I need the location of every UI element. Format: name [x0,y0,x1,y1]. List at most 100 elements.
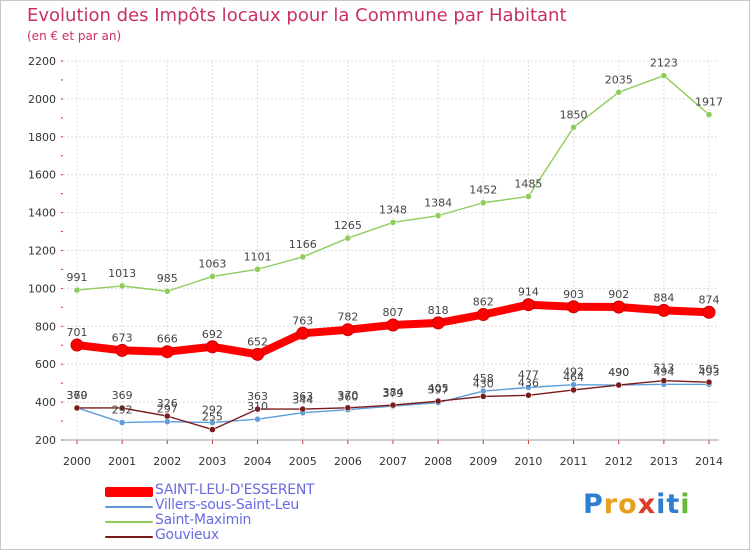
data-point [702,305,716,319]
data-point [160,345,174,359]
data-label: 1013 [108,267,136,280]
data-point [209,426,216,433]
data-point [660,72,668,79]
data-point [118,419,126,426]
x-tick-label: 2002 [153,455,181,468]
data-point [615,89,622,96]
data-label: 1063 [198,257,226,270]
data-point [525,384,532,391]
data-label: 360 [337,391,358,404]
data-label: 701 [67,326,88,339]
data-point [389,219,397,226]
data-label: 2035 [605,73,633,86]
data-point [344,234,352,242]
data-label: 1348 [379,203,407,216]
data-point [164,412,171,420]
data-label: 666 [157,333,178,346]
x-tick-label: 2013 [650,455,678,468]
data-label: 458 [473,372,494,385]
data-label: 673 [112,331,133,344]
x-tick-label: 2005 [289,455,317,468]
data-label: 692 [202,328,223,341]
data-point [344,404,352,412]
proxiti-logo: Proxiti [583,489,691,520]
data-label: 405 [428,382,449,395]
data-label: 490 [608,366,629,379]
data-label: 292 [112,404,133,417]
data-point [118,404,126,412]
data-point [254,415,261,423]
y-tick-label: 2000 [28,93,56,106]
data-label: 430 [473,377,494,390]
legend-swatch [105,506,153,508]
x-tick-label: 2003 [198,455,226,468]
data-label: 505 [699,363,720,376]
data-label: 903 [563,288,584,301]
data-point [73,286,81,294]
x-tick-label: 2001 [108,455,136,468]
y-tick-label: 1000 [28,282,56,295]
data-label: 490 [608,366,629,379]
data-label: 255 [202,411,223,424]
logo-letter: i [680,489,691,520]
data-label: 384 [383,386,404,399]
data-point [254,266,261,273]
x-tick-label: 2004 [244,455,272,468]
legend-label: Gouvieux [155,527,219,543]
data-label: 862 [473,296,494,309]
y-tick-label: 1800 [28,131,56,144]
y-tick-label: 1400 [28,207,56,220]
data-label: 477 [518,369,539,382]
data-point [296,326,310,340]
data-label: 1166 [289,238,317,251]
data-point [612,300,626,314]
data-label: 513 [653,362,674,375]
data-point [525,392,532,399]
data-point [205,340,219,354]
data-label: 818 [428,304,449,317]
data-point [570,124,577,131]
data-point [567,300,581,314]
data-label: 292 [202,404,223,417]
data-label: 344 [292,394,313,407]
chart-subtitle: (en € et par an) [27,29,122,43]
data-point [164,287,171,295]
data-label: 782 [337,311,358,324]
y-tick-label: 600 [35,358,56,371]
data-point [115,343,129,357]
data-point [521,298,535,312]
x-tick-label: 2008 [424,455,452,468]
data-point [705,111,713,118]
data-label: 436 [518,376,539,389]
data-label: 914 [518,286,539,299]
data-label: 1850 [560,108,588,121]
data-label: 884 [653,291,674,304]
data-label: 363 [247,390,268,403]
legend-label: Saint-Maximin [155,512,252,528]
data-point [209,273,216,280]
data-label: 493 [699,365,720,378]
data-point [434,397,442,405]
data-point [118,282,126,290]
data-point [70,338,84,352]
data-point [73,404,81,412]
y-tick-label: 800 [35,320,56,333]
data-label: 397 [428,384,449,397]
logo-letter: o [618,489,638,520]
legend-swatch [105,536,153,538]
data-point [431,316,445,330]
data-label: 370 [337,389,358,402]
data-label: 379 [383,387,404,400]
legend-swatch [105,487,153,497]
data-label: 363 [292,390,313,403]
data-point [341,323,355,337]
data-label: 326 [157,397,178,410]
logo-letter: P [583,489,604,520]
data-label: 369 [67,389,88,402]
x-tick-label: 2012 [605,455,633,468]
y-tick-label: 1200 [28,245,56,258]
data-label: 902 [608,288,629,301]
data-point [434,212,442,219]
data-point [480,393,487,400]
